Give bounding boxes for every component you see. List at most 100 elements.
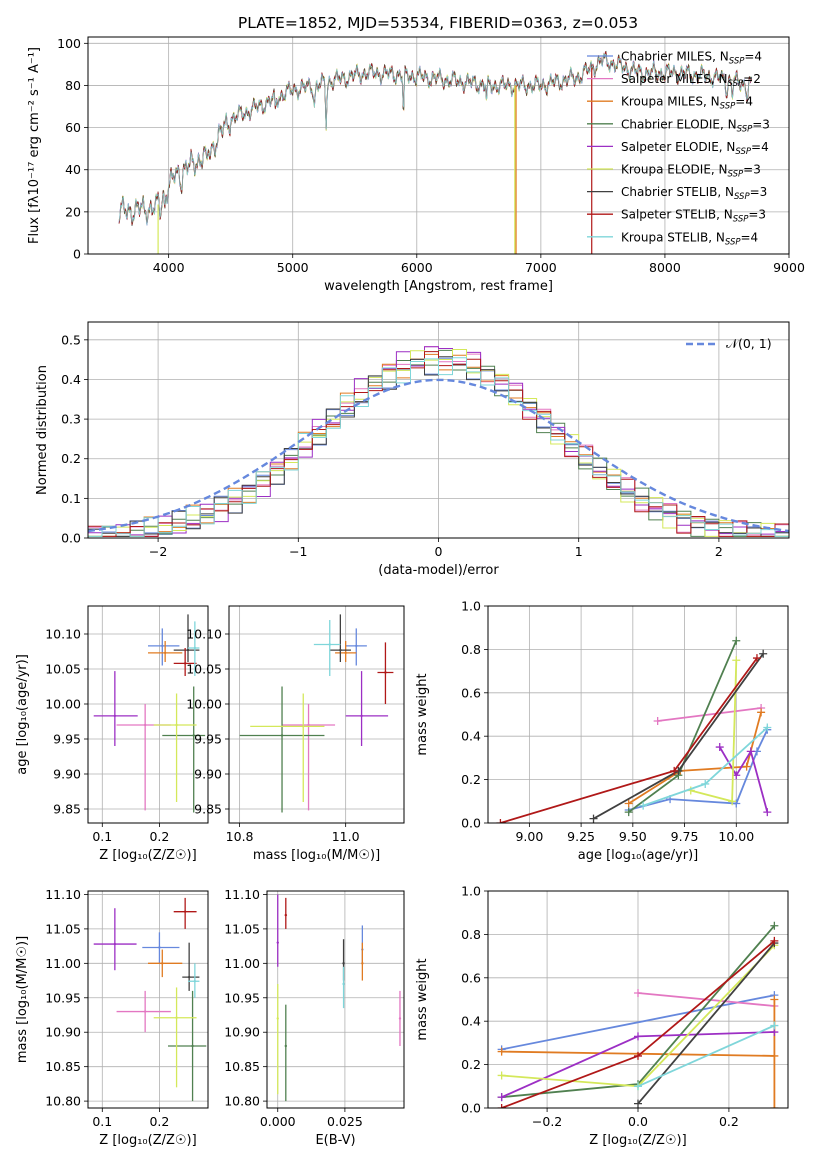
errorbar-kroupa-miles: [148, 949, 183, 978]
y-tick-label: 9.85: [194, 802, 222, 817]
series-line-chabrier-stelib: [637, 942, 776, 1105]
plot-area: [239, 614, 394, 813]
errorbar-kroupa-stelib: [188, 621, 200, 676]
y-tick-label: 9.90: [194, 767, 222, 782]
x-tick-label: 0.0: [628, 1114, 648, 1129]
plus-marker: [589, 814, 598, 823]
legend-label-salpeter-stelib: Salpeter STELIB, NSSP=3: [621, 208, 766, 225]
data-point: [113, 714, 117, 718]
axes-frame: [87, 321, 790, 539]
errorbar-kroupa-elodie: [153, 693, 197, 802]
plus-marker: [732, 799, 741, 808]
plus-marker: [670, 766, 679, 775]
y-tick-label: 0.2: [461, 772, 481, 787]
axes-frame: [87, 605, 209, 824]
y-tick-label: 11.00: [45, 956, 81, 971]
y-tick-label: 60: [65, 120, 81, 135]
axes-frame: [266, 890, 405, 1109]
plus-marker: [770, 1021, 779, 1030]
x-tick-label: 0.000: [260, 1114, 296, 1129]
data-point: [307, 723, 310, 727]
data-point: [143, 1010, 147, 1013]
y-tick-label: 0.2: [61, 451, 81, 466]
plus-marker: [770, 921, 779, 930]
x-tick-label: 0.1: [92, 829, 112, 844]
plus-marker: [634, 1051, 642, 1060]
plus-marker: [497, 1104, 506, 1108]
x-axis-label: Z [log₁₀(Z/Z☉)]: [99, 848, 196, 863]
plus-marker: [634, 988, 642, 997]
plus-marker: [496, 819, 505, 823]
errorbar-chabrier-elodie: [239, 686, 325, 813]
normal-curve: [88, 378, 789, 533]
plot-area: [276, 894, 402, 1102]
y-tick-label: 0.6: [461, 970, 481, 985]
errorbar-kroupa-stelib: [313, 620, 341, 676]
x-tick-label: 11.0: [332, 829, 360, 844]
plot-area: [118, 50, 753, 254]
x-tick-label: 7000: [525, 260, 557, 275]
plot-area: [88, 346, 789, 538]
y-tick-label: 10.00: [45, 697, 81, 712]
grid-lines: [88, 606, 208, 823]
plus-marker: [757, 708, 766, 717]
errorbar-kroupa-elodie: [276, 984, 279, 1095]
axes-frame: [487, 605, 789, 824]
data-point: [191, 1044, 194, 1048]
y-tick-label: 11.10: [45, 887, 81, 902]
y-tick-label: 20: [65, 204, 81, 219]
x-tick-label: 0.025: [327, 1114, 363, 1129]
data-point: [302, 725, 305, 728]
x-axis-label: (data-model)/error: [378, 563, 499, 578]
data-point: [398, 1017, 402, 1020]
y-tick-label: 0.5: [61, 332, 81, 347]
data-point: [276, 941, 279, 944]
legend: Chabrier MILES, NSSP=4 Salpeter MILES, NS…: [587, 50, 770, 247]
x-tick-label: 0: [435, 544, 443, 559]
errorbar-salpeter-stelib: [284, 897, 288, 929]
data-point: [344, 651, 347, 655]
x-tick-label: 6000: [401, 260, 433, 275]
data-point: [175, 723, 178, 727]
x-tick-label: 1: [575, 544, 583, 559]
y-axis-label: age [log₁₀(age/yr)]: [15, 654, 30, 775]
plus-marker: [742, 762, 751, 771]
data-point: [113, 942, 117, 946]
data-point: [276, 1017, 279, 1020]
plus-marker: [624, 808, 633, 817]
errorbar-chabrier-elodie: [168, 990, 207, 1102]
plus-marker: [732, 656, 741, 665]
y-tick-label: 0.0: [461, 816, 481, 831]
y-tick-label: 10.00: [186, 697, 222, 712]
errorbar-salpeter-miles: [282, 704, 336, 811]
errorbar-chabrier-elodie: [284, 1004, 288, 1102]
plot-area: [497, 921, 779, 1108]
plus-marker: [497, 1047, 506, 1056]
errorbar-salpeter-stelib: [173, 897, 197, 929]
y-tick-label: 0.0: [461, 1101, 481, 1116]
data-point: [280, 734, 284, 737]
grid-lines: [488, 890, 788, 1109]
x-tick-label: 2: [715, 544, 723, 559]
y-tick-label: 0: [73, 247, 81, 262]
x-tick-label: 10.8: [226, 829, 254, 844]
errorbar-salpeter-miles: [398, 990, 402, 1046]
plot-area: [93, 614, 206, 813]
errorbar-salpeter-miles: [116, 990, 171, 1033]
x-tick-label: 0.2: [149, 1114, 169, 1129]
y-tick-label: 0.4: [461, 729, 481, 744]
data-point: [342, 982, 345, 986]
data-point: [193, 646, 197, 650]
axes-frame: [487, 890, 789, 1109]
y-tick-label: 10.80: [45, 1094, 81, 1109]
plus-marker: [770, 1104, 779, 1108]
x-axis-label: age [log₁₀(age/yr)]: [578, 848, 699, 863]
y-tick-label: 80: [65, 78, 81, 93]
y-axis-label: Flux [fλ10⁻¹⁷ erg cm⁻² s⁻¹ A⁻¹]: [27, 47, 42, 244]
errorbar-salpeter-stelib: [377, 642, 394, 704]
errorbar-kroupa-stelib: [188, 963, 200, 998]
legend-label-salpeter-miles: Salpeter MILES, NSSP=2: [621, 72, 761, 89]
plus-marker: [763, 808, 772, 817]
y-tick-label: 9.90: [53, 767, 81, 782]
